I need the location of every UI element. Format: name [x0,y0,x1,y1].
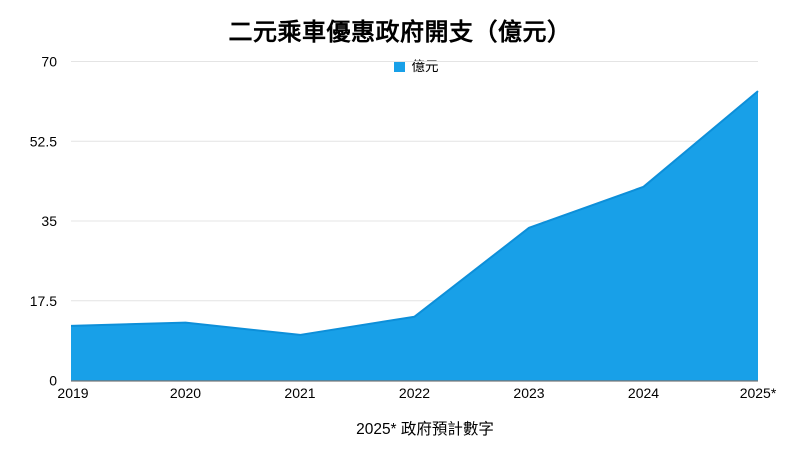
x-axis-tick-label: 2024 [628,385,659,401]
chart-title: 二元乘車優惠政府開支（億元） [228,19,572,46]
y-axis-tick-label: 52.5 [30,133,57,149]
x-axis-tick-label: 2019 [57,385,88,401]
x-axis-tick-label: 2025* [740,385,777,401]
x-axis-tick-label: 2022 [399,385,430,401]
x-axis-tick-label: 2023 [513,385,544,401]
x-axis-tick-label: 2021 [284,385,315,401]
y-axis-tick-label: 70 [41,54,57,70]
y-axis-tick-label: 17.5 [30,293,57,309]
chart-footnote: 2025* 政府預計數字 [356,421,494,438]
y-axis-tick-label: 35 [41,213,57,229]
x-axis-tick-label: 2020 [170,385,201,401]
area-series [71,91,758,381]
y-axis-tick-label: 0 [49,373,57,389]
area-series-line [70,90,759,336]
